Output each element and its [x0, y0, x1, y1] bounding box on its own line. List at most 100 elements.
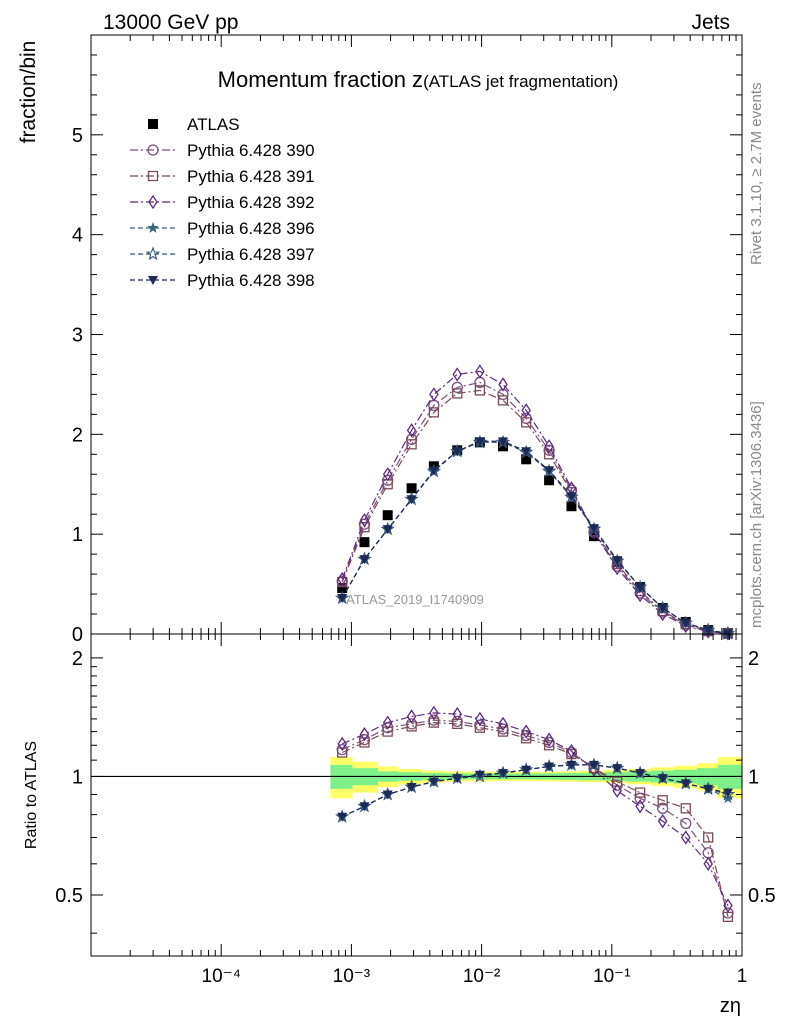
ratio-y-tick-label-right: 2: [748, 648, 759, 670]
data-point: [406, 423, 417, 438]
ratio-data-point: [634, 787, 646, 798]
y-tick-label: 1: [72, 524, 83, 546]
chart-title-sub: (ATLAS jet fragmentation): [423, 72, 618, 91]
ratio-data-point: [406, 783, 417, 793]
data-point: [428, 407, 440, 418]
data-point: [657, 604, 668, 614]
x-axis-label: zη: [720, 995, 741, 1017]
ratio-data-point: [703, 832, 714, 843]
ratio-data-point: [703, 784, 714, 794]
data-point: [612, 560, 622, 576]
legend-marker: [147, 222, 159, 233]
ratio-data-point: [680, 803, 691, 814]
ratio-data-point: [359, 727, 370, 742]
data-point: [451, 381, 463, 394]
ratio-data-point: [452, 706, 463, 722]
legend-label: Pythia 6.428 397: [187, 245, 315, 264]
ratio-series: [335, 705, 736, 923]
x-tick-label: 10⁻⁴: [202, 966, 241, 987]
ratio-data-point: [452, 774, 463, 784]
ratio-data-point: [428, 777, 439, 787]
ratio-data-point: [634, 792, 646, 804]
ratio-data-point: [612, 776, 623, 787]
y-tick-label: 2: [72, 424, 83, 446]
data-point: [497, 395, 509, 406]
data-point: [497, 437, 508, 447]
ratio-series-pythia-6-428-398: [337, 760, 733, 822]
ratio-data-point: [722, 788, 733, 798]
ratio-ylabel: Ratio to ATLAS: [23, 741, 40, 849]
legend-marker: [148, 119, 158, 129]
data-point: [382, 525, 393, 535]
data-point: [429, 387, 439, 402]
series-pythia-6-428-398: [337, 437, 733, 639]
ratio-data-point: [723, 898, 733, 913]
ratio-data-point: [382, 715, 393, 730]
ratio-series-pythia-6-428-390: [336, 714, 734, 919]
ratio-data-point: [475, 711, 485, 727]
header-left: 13000 GeV pp: [103, 11, 238, 34]
legend-label: Pythia 6.428 390: [187, 141, 315, 160]
series-pythia-6-428-396: [336, 435, 734, 639]
legend-label: Pythia 6.428 391: [187, 167, 315, 186]
x-tick-label: 10⁻²: [463, 966, 501, 987]
data-point: [359, 513, 370, 528]
ratio-series-line: [341, 719, 729, 914]
ratio-series-pythia-6-428-392: [337, 705, 733, 913]
data-point: [428, 466, 439, 476]
data-point: [359, 537, 370, 548]
ratio-data-point: [498, 716, 508, 732]
ratio-data-point: [635, 769, 646, 779]
data-point: [589, 524, 600, 534]
ratio-data-point: [544, 762, 555, 772]
x-tick-label: 10⁻³: [333, 966, 371, 987]
legend-label: Pythia 6.428 392: [187, 193, 315, 212]
main-series: [335, 364, 736, 641]
ratio-data-point: [497, 769, 508, 779]
data-point: [521, 403, 531, 418]
ratio-data-point: [657, 813, 668, 829]
ratio-data-point: [566, 743, 577, 759]
data-point: [521, 454, 532, 465]
rivet-label: Rivet 3.1.10, ≥ 2.7M events: [748, 83, 765, 266]
analysis-watermark: ATLAS_2019_I1740909: [346, 592, 484, 607]
ratio-y-tick-label-right: 1: [748, 766, 759, 788]
ratio-data-point: [474, 722, 486, 733]
ratio-data-point: [497, 726, 509, 737]
data-point: [406, 495, 417, 505]
series-atlas: [337, 437, 733, 639]
data-point: [382, 510, 393, 521]
ratio-series-line: [341, 721, 729, 918]
ratio-panel: 10⁻⁴ 10⁻³ 10⁻² 10⁻¹ 1 0.5 0.5 1 1 2 2: [55, 633, 776, 987]
y-tick-label: 5: [72, 125, 83, 147]
data-point: [544, 466, 555, 476]
ratio-data-point: [543, 740, 555, 751]
ratio-data-point: [429, 705, 439, 721]
data-point: [635, 583, 646, 593]
ratio-axes: 10⁻⁴ 10⁻³ 10⁻² 10⁻¹ 1 0.5 0.5 1 1 2 2: [55, 634, 776, 987]
data-point: [566, 501, 577, 512]
data-point: [544, 439, 554, 454]
data-point: [612, 556, 623, 566]
ratio-data-point: [657, 774, 668, 784]
data-point: [452, 367, 463, 382]
series-pythia-6-428-397: [335, 434, 736, 640]
ratio-data-point: [566, 760, 577, 770]
ratio-data-point: [703, 856, 713, 871]
ratio-data-point: [657, 795, 668, 806]
ratio-data-point: [612, 764, 623, 774]
ratio-data-point: [406, 709, 417, 724]
data-point: [566, 492, 577, 502]
legend-marker: [147, 144, 159, 156]
ratio-data-point: [359, 802, 370, 812]
data-point: [337, 594, 348, 604]
ratio-y-tick-label: 2: [72, 648, 83, 670]
ratio-data-point: [337, 736, 347, 752]
legend-marker: [148, 276, 158, 285]
ratio-data-point: [474, 770, 485, 780]
data-point: [680, 619, 691, 629]
series-line: [341, 370, 729, 635]
data-point: [635, 587, 645, 603]
chart-title-main: Momentum fraction z: [218, 67, 423, 92]
ratio-data-point: [680, 830, 691, 845]
